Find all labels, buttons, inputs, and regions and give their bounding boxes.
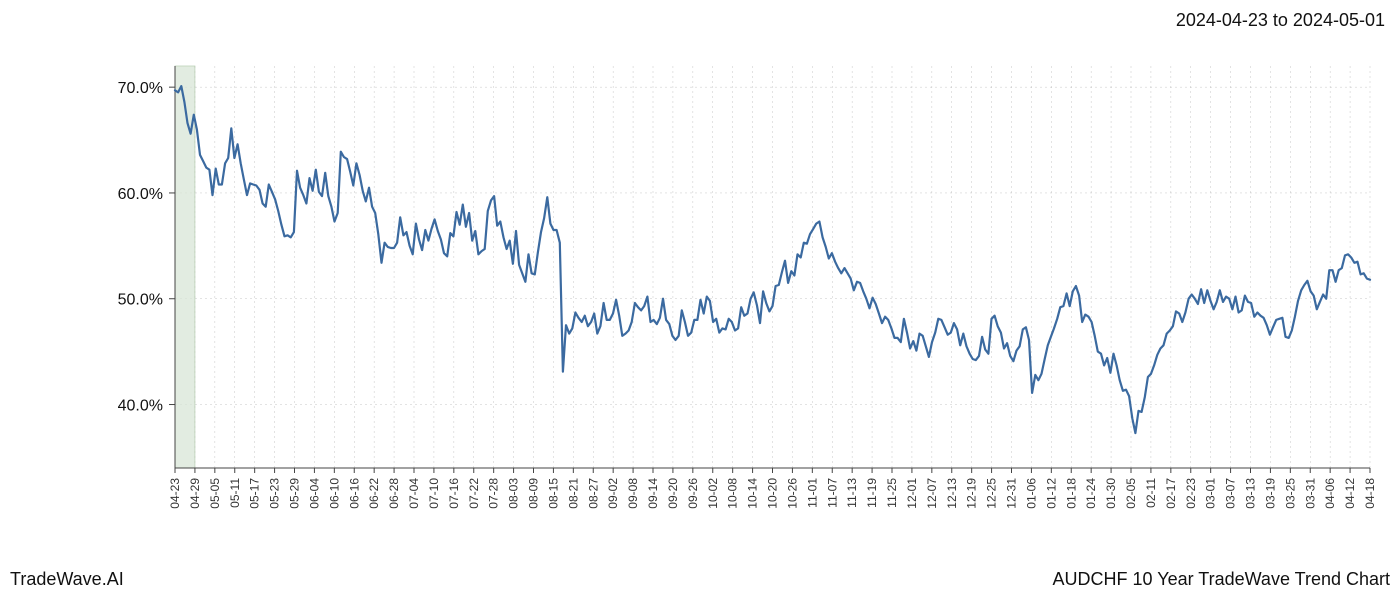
xtick-label: 02-23 (1184, 478, 1198, 509)
xtick-label: 12-25 (985, 478, 999, 509)
xtick-label: 12-01 (905, 478, 919, 509)
xtick-label: 03-19 (1263, 478, 1277, 509)
ytick-label: 50.0% (118, 292, 163, 309)
xtick-label: 01-06 (1024, 478, 1038, 509)
xtick-label: 01-18 (1064, 478, 1078, 509)
xtick-label: 07-22 (467, 478, 481, 509)
xtick-label: 07-28 (487, 478, 501, 509)
xtick-label: 11-07 (825, 478, 839, 508)
xtick-label: 09-26 (686, 478, 700, 509)
xtick-label: 05-05 (208, 478, 222, 509)
xtick-label: 08-09 (527, 478, 541, 509)
xtick-label: 05-29 (288, 478, 302, 509)
xtick-label: 09-20 (666, 478, 680, 509)
ytick-label: 40.0% (118, 398, 163, 415)
xtick-label: 07-16 (447, 478, 461, 509)
xtick-label: 08-21 (566, 478, 580, 509)
xtick-label: 01-12 (1044, 478, 1058, 509)
xtick-label: 10-08 (726, 478, 740, 509)
xtick-label: 06-04 (307, 478, 321, 509)
xtick-label: 03-07 (1224, 478, 1238, 509)
xtick-label: 02-17 (1164, 478, 1178, 509)
xtick-label: 02-11 (1144, 478, 1158, 508)
date-range-label: 2024-04-23 to 2024-05-01 (1176, 10, 1385, 31)
xtick-label: 06-16 (347, 478, 361, 509)
xtick-label: 12-19 (965, 478, 979, 509)
xtick-label: 03-01 (1204, 478, 1218, 509)
xtick-label: 04-06 (1323, 478, 1337, 509)
xtick-label: 12-13 (945, 478, 959, 509)
xtick-label: 11-25 (885, 478, 899, 508)
xtick-label: 11-19 (865, 478, 879, 508)
ytick-label: 70.0% (118, 80, 163, 97)
xtick-label: 08-27 (586, 478, 600, 509)
xtick-label: 03-25 (1283, 478, 1297, 509)
xtick-label: 06-22 (367, 478, 381, 509)
xtick-label: 08-03 (507, 478, 521, 509)
xtick-label: 04-23 (168, 478, 182, 509)
xtick-label: 10-14 (746, 478, 760, 509)
xtick-label: 03-31 (1303, 478, 1317, 509)
xtick-label: 05-17 (248, 478, 262, 509)
xtick-label: 07-04 (407, 478, 421, 509)
xtick-label: 04-29 (188, 478, 202, 509)
xtick-label: 01-24 (1084, 478, 1098, 509)
xtick-label: 10-02 (706, 478, 720, 509)
brand-label: TradeWave.AI (10, 569, 124, 590)
xtick-label: 02-05 (1124, 478, 1138, 509)
xtick-label: 09-14 (646, 478, 660, 509)
xtick-label: 05-11 (228, 478, 242, 508)
xtick-label: 11-13 (845, 478, 859, 508)
xtick-label: 04-18 (1363, 478, 1377, 509)
xtick-label: 05-23 (268, 478, 282, 509)
xtick-label: 10-20 (766, 478, 780, 509)
xtick-label: 03-13 (1244, 478, 1258, 509)
xtick-label: 04-12 (1343, 478, 1357, 509)
xtick-label: 09-08 (626, 478, 640, 509)
xtick-label: 08-15 (546, 478, 560, 509)
xtick-label: 06-28 (387, 478, 401, 509)
chart-title: AUDCHF 10 Year TradeWave Trend Chart (1053, 569, 1390, 590)
chart-container: 40.0% 50.0% 60.0% 70.0% 04-23 04-29 05-05 05-11… (0, 48, 1400, 560)
xtick-label: 11-01 (805, 478, 819, 508)
xtick-label: 12-31 (1005, 478, 1019, 509)
xtick-label: 07-10 (427, 478, 441, 509)
xtick-label: 06-10 (327, 478, 341, 509)
trend-chart: 40.0% 50.0% 60.0% 70.0% 04-23 04-29 05-05 05-11… (0, 48, 1400, 560)
xtick-label: 12-07 (925, 478, 939, 509)
ytick-label: 60.0% (118, 186, 163, 203)
xtick-label: 10-26 (785, 478, 799, 509)
xtick-label: 01-30 (1104, 478, 1118, 509)
xtick-label: 09-02 (606, 478, 620, 509)
